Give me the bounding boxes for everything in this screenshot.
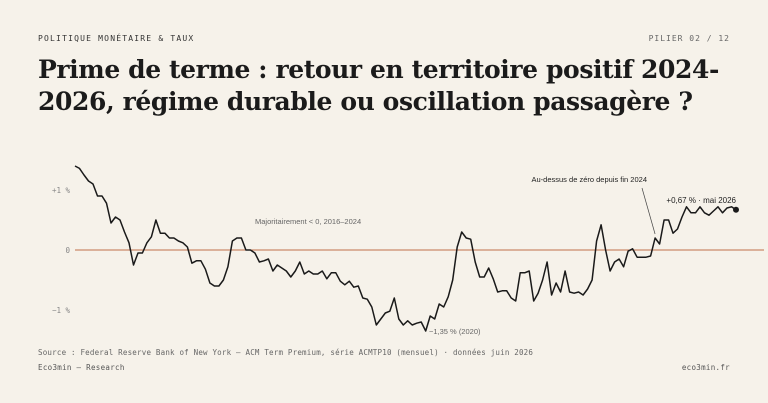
section-kicker: POLITIQUE MONÉTAIRE & TAUX [38, 34, 195, 43]
annotation-majority-negative: Majoritairement < 0, 2016–2024 [255, 217, 361, 226]
annotation-above-zero: Au-dessus de zéro depuis fin 2024 [532, 175, 648, 184]
last-value-dot [733, 206, 739, 213]
site-url: eco3min.fr [681, 363, 730, 372]
annotation-minimum-2020: −1,35 % (2020) [429, 327, 481, 336]
brand-footer: Eco3min — Research [38, 363, 125, 372]
y-tick-label: 0 [65, 246, 70, 255]
annotation-latest-value: +0,67 % · mai 2026 [666, 196, 736, 205]
page-counter: PILIER 02 / 12 [648, 34, 730, 43]
source-note: Source : Federal Reserve Bank of New Yor… [38, 348, 534, 357]
callout-leader-line [641, 187, 656, 235]
y-tick-label: −1 % [52, 306, 71, 315]
page-title: Prime de terme : retour en territoire po… [38, 55, 719, 116]
series-line-acmtp10 [74, 165, 737, 332]
y-tick-label: +1 % [52, 186, 71, 195]
